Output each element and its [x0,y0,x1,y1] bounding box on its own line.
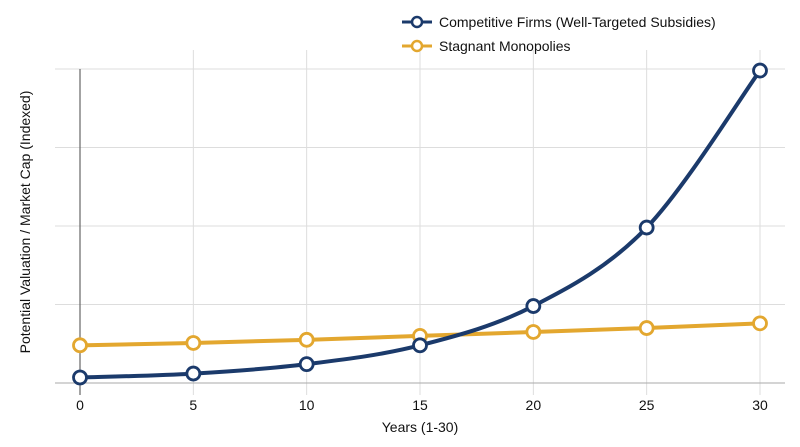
x-tick-label: 30 [752,397,768,413]
data-point-competitive [298,356,315,373]
legend-label-monopolies: Stagnant Monopolies [439,38,571,54]
tick-labels: 0 5 10 15 20 25 30 [76,397,768,413]
x-tick-label: 15 [412,397,428,413]
x-tick-label: 10 [299,397,315,413]
legend-item-monopolies: Stagnant Monopolies [402,38,571,54]
data-point-competitive [185,365,202,382]
x-axis-title: Years (1-30) [382,419,459,435]
y-axis-title: Potential Valuation / Market Cap (Indexe… [17,91,33,354]
x-tick-label: 20 [526,397,542,413]
data-point-competitive [638,219,655,236]
data-point-monopolies [525,324,542,340]
data-point-competitive [72,369,88,386]
data-point-competitive [525,298,542,314]
x-tick-label: 0 [76,397,84,413]
grid [55,50,785,395]
series-layer [72,62,768,386]
data-point-competitive [412,337,428,354]
data-point-competitive [752,62,768,79]
x-tick-label: 5 [189,397,197,413]
data-point-monopolies [298,331,315,348]
data-point-monopolies [638,320,655,336]
legend-marker-competitive [410,15,424,29]
x-tick-label: 25 [639,397,655,413]
legend: Competitive Firms (Well-Targeted Subsidi… [402,14,716,54]
data-point-monopolies [752,315,768,332]
legend-label-competitive: Competitive Firms (Well-Targeted Subsidi… [439,14,716,30]
data-point-monopolies [185,335,202,351]
legend-item-competitive: Competitive Firms (Well-Targeted Subsidi… [402,14,716,30]
data-point-monopolies [72,337,88,354]
legend-marker-monopolies [410,39,424,53]
